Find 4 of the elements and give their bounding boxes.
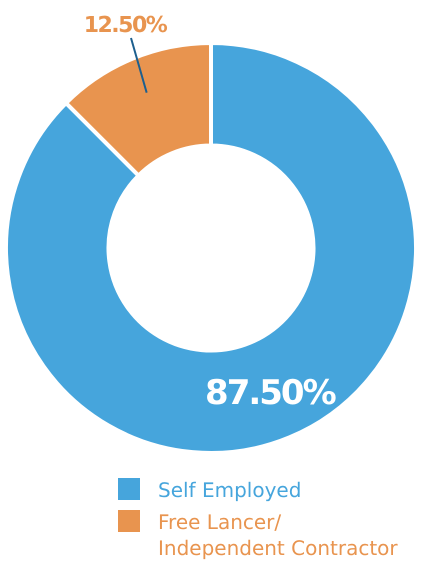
legend-label: Free Lancer/ Independent Contractor: [158, 510, 398, 560]
data-label: 12.50%: [84, 13, 168, 38]
data-label: 87.50%: [205, 373, 336, 414]
legend-label: Self Employed: [158, 478, 302, 502]
